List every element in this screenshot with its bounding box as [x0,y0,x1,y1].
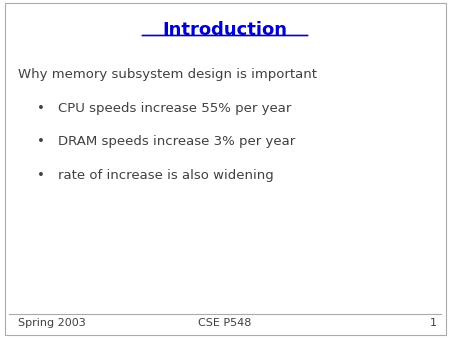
Text: Why memory subsystem design is important: Why memory subsystem design is important [18,68,317,81]
Text: •: • [36,169,45,182]
Text: •: • [36,102,45,115]
Text: 1: 1 [429,318,436,328]
Text: Introduction: Introduction [162,21,288,40]
Text: DRAM speeds increase 3% per year: DRAM speeds increase 3% per year [58,136,296,148]
Text: CPU speeds increase 55% per year: CPU speeds increase 55% per year [58,102,292,115]
Text: Spring 2003: Spring 2003 [18,318,86,328]
Text: CSE P548: CSE P548 [198,318,252,328]
Text: rate of increase is also widening: rate of increase is also widening [58,169,274,182]
Text: •: • [36,136,45,148]
